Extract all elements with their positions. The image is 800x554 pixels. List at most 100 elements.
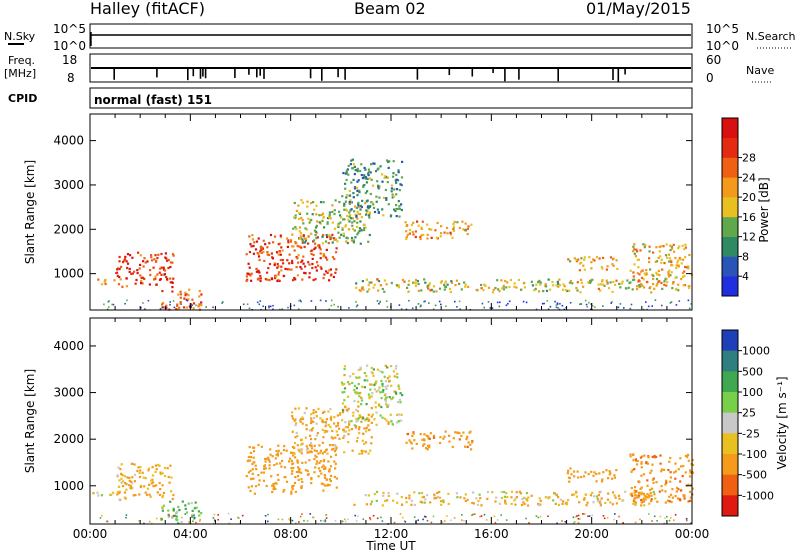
heatmap-cell: [555, 306, 558, 309]
heatmap-cell: [300, 216, 303, 220]
heatmap-cell: [144, 491, 147, 494]
heatmap-cell: [281, 249, 284, 252]
heatmap-cell: [381, 416, 384, 419]
heatmap-cell: [640, 461, 643, 464]
heatmap-cell: [365, 375, 368, 378]
heatmap-cell: [339, 221, 342, 224]
heatmap-cell: [255, 240, 259, 243]
heatmap-cell: [300, 477, 303, 481]
heatmap-cell: [577, 258, 580, 261]
heatmap-cell: [405, 441, 408, 444]
heatmap-cell: [315, 415, 318, 418]
heatmap-cell: [367, 172, 370, 175]
heatmap-cell: [404, 221, 407, 224]
y-tick-label: 3000: [53, 178, 84, 192]
heatmap-cell: [353, 187, 357, 190]
heatmap-cell: [417, 283, 420, 286]
heatmap-cell: [140, 276, 143, 279]
heatmap-cell: [371, 184, 375, 187]
heatmap-cell: [303, 245, 306, 249]
heatmap-cell: [263, 457, 267, 461]
heatmap-cell: [302, 235, 305, 238]
heatmap-cell: [671, 496, 674, 499]
heatmap-cell: [139, 263, 142, 266]
heatmap-cell: [388, 380, 391, 383]
heatmap-cell: [684, 265, 687, 269]
heatmap-cell: [263, 465, 266, 468]
heatmap-cell: [361, 177, 364, 180]
heatmap-cell: [291, 259, 294, 262]
heatmap-cell: [615, 502, 618, 505]
heatmap-cell: [161, 303, 164, 306]
heatmap-cell: [300, 199, 303, 202]
heatmap-cell: [518, 490, 521, 493]
heatmap-cell: [149, 273, 152, 277]
heatmap-cell: [346, 168, 349, 171]
heatmap-cell: [293, 452, 296, 455]
heatmap-cell: [188, 520, 191, 524]
heatmap-cell: [396, 492, 399, 495]
heatmap-cell: [267, 520, 269, 523]
heatmap-cell: [410, 223, 413, 227]
heatmap-cell: [100, 494, 103, 497]
heatmap-cell: [397, 207, 400, 210]
heatmap-cell: [424, 300, 426, 303]
heatmap-cell: [429, 501, 432, 504]
heatmap-cell: [363, 427, 366, 430]
heatmap-cell: [304, 469, 307, 472]
heatmap-cell: [654, 497, 657, 500]
heatmap-cell: [386, 306, 389, 308]
heatmap-cell: [566, 472, 569, 475]
heatmap-cell: [146, 260, 149, 263]
heatmap-cell: [309, 421, 313, 425]
heatmap-cell: [639, 249, 642, 252]
heatmap-cell: [580, 257, 583, 260]
heatmap-cell: [162, 266, 165, 269]
heatmap-cell: [686, 455, 689, 459]
heatmap-cell: [363, 386, 366, 389]
heatmap-cell: [459, 308, 461, 310]
heatmap-cell: [495, 496, 498, 499]
heatmap-cell: [679, 480, 682, 483]
heatmap-cell: [642, 243, 645, 246]
heatmap-cell: [597, 283, 600, 286]
heatmap-cell: [583, 258, 586, 261]
heatmap-cell: [265, 457, 268, 460]
heatmap-cell: [271, 484, 274, 487]
heatmap-cell: [592, 495, 595, 498]
heatmap-cell: [322, 252, 325, 255]
heatmap-cell: [300, 418, 303, 421]
heatmap-cell: [663, 262, 666, 265]
heatmap-cell: [355, 206, 358, 209]
heatmap-cell: [165, 307, 168, 310]
heatmap-cell: [526, 504, 530, 507]
heatmap-cell: [138, 475, 142, 479]
heatmap-cell: [339, 412, 342, 415]
heatmap-cell: [644, 498, 647, 501]
heatmap-cell: [344, 200, 347, 203]
heatmap-cell: [317, 264, 320, 267]
heatmap-cell: [362, 223, 365, 226]
heatmap-cell: [412, 233, 415, 236]
heatmap-cell: [655, 284, 658, 287]
heatmap-cell: [319, 257, 322, 260]
heatmap-cell: [453, 517, 456, 519]
nave-label: Nave: [746, 64, 774, 77]
heatmap-cell: [638, 494, 641, 497]
heatmap-cell: [170, 281, 173, 284]
heatmap-cell: [103, 303, 105, 306]
heatmap-cell: [653, 493, 656, 496]
heatmap-cell: [634, 458, 637, 461]
heatmap-cell: [184, 507, 187, 510]
heatmap-cell: [440, 225, 443, 228]
heatmap-cell: [358, 191, 361, 194]
x-tick-labels: 00:00 04:00 08:00 12:00 16:00 20:00 00:00: [73, 527, 710, 541]
heatmap-cell: [410, 499, 413, 502]
heatmap-cell: [387, 404, 390, 407]
heatmap-cell: [646, 462, 649, 465]
heatmap-cell: [298, 521, 300, 523]
heatmap-cell: [350, 217, 353, 220]
heatmap-cell: [363, 166, 366, 169]
heatmap-cell: [599, 490, 602, 493]
heatmap-cell: [301, 201, 304, 204]
